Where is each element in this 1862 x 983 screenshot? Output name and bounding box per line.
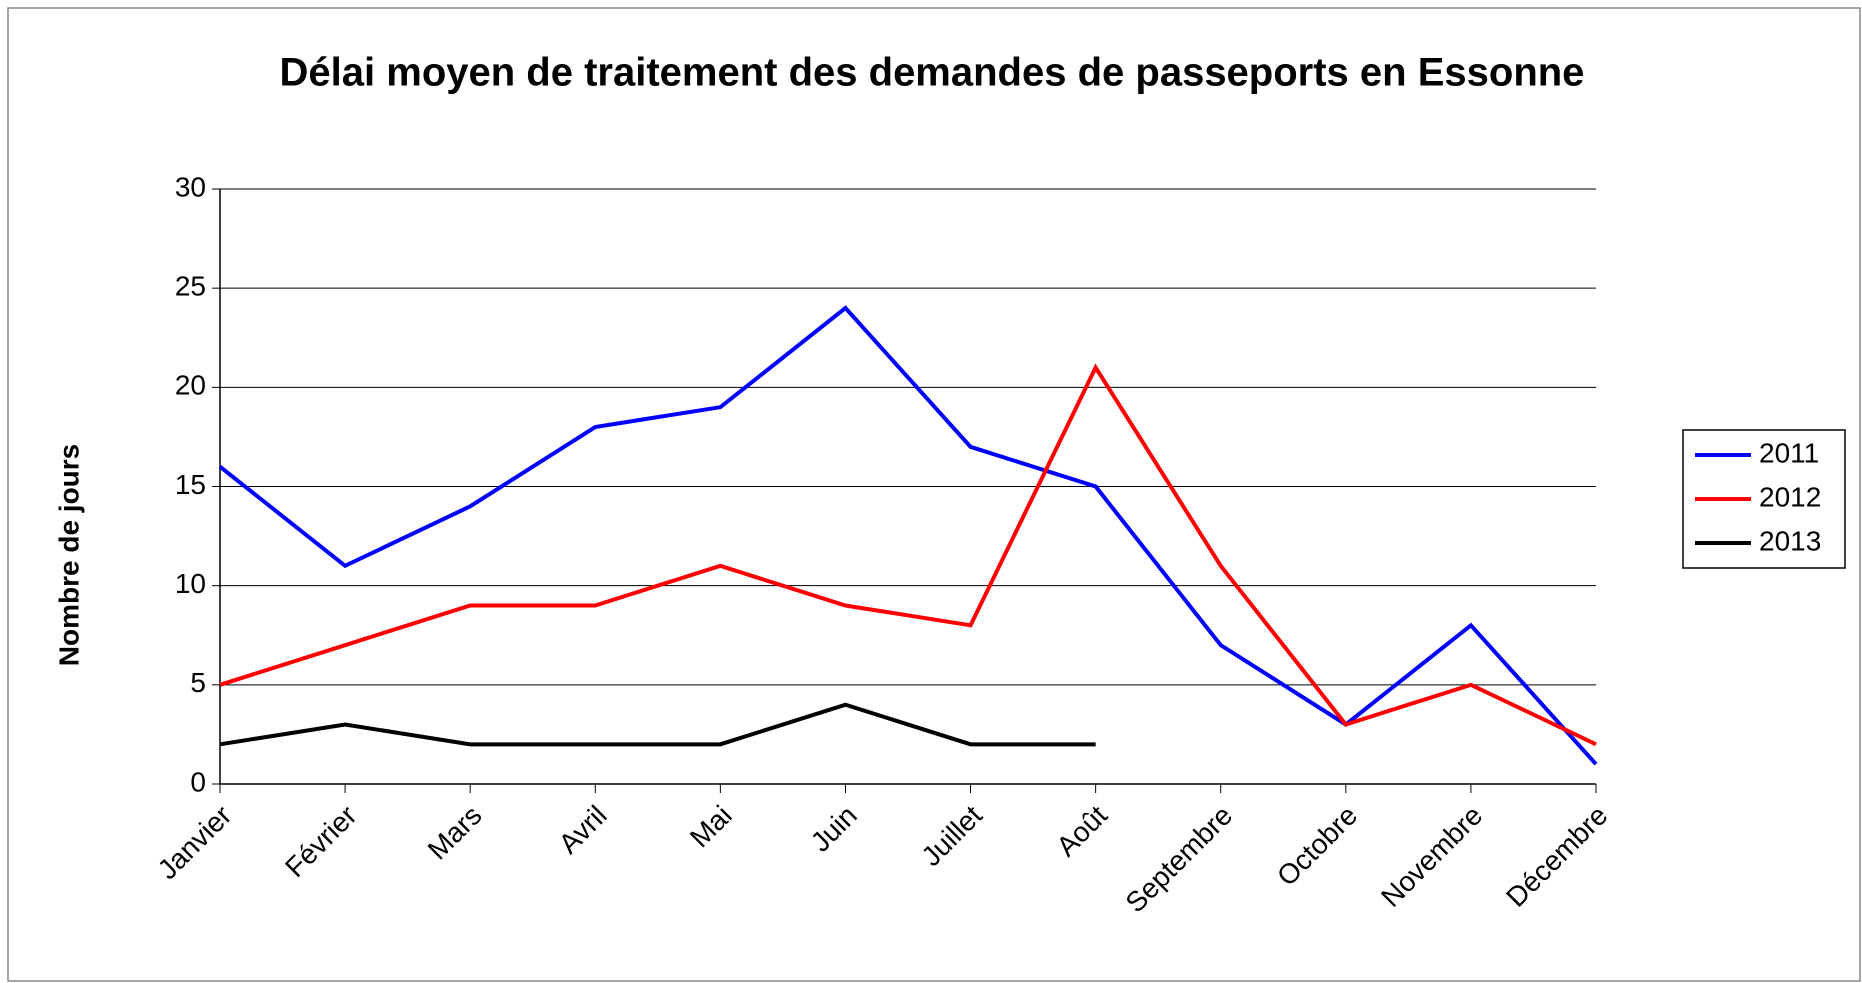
y-tick-label: 20 <box>175 370 206 401</box>
legend-label: 2013 <box>1759 525 1821 556</box>
line-series <box>219 363 1597 747</box>
y-tick-label: 5 <box>190 667 206 698</box>
y-tick-label: 30 <box>175 171 206 202</box>
y-tick-label: 0 <box>190 766 206 797</box>
chart-border <box>7 7 1861 982</box>
y-axis-label: Nombre de jours <box>53 444 84 666</box>
line-series <box>219 702 1096 747</box>
y-tick-label: 15 <box>175 469 206 500</box>
y-tick-label: 10 <box>175 568 206 599</box>
legend-label: 2011 <box>1759 437 1819 468</box>
legend-label: 2012 <box>1759 481 1821 512</box>
line-series <box>218 305 1598 766</box>
y-tick-label: 25 <box>175 271 206 302</box>
chart-title: Délai moyen de traitement des demandes d… <box>280 51 1585 95</box>
